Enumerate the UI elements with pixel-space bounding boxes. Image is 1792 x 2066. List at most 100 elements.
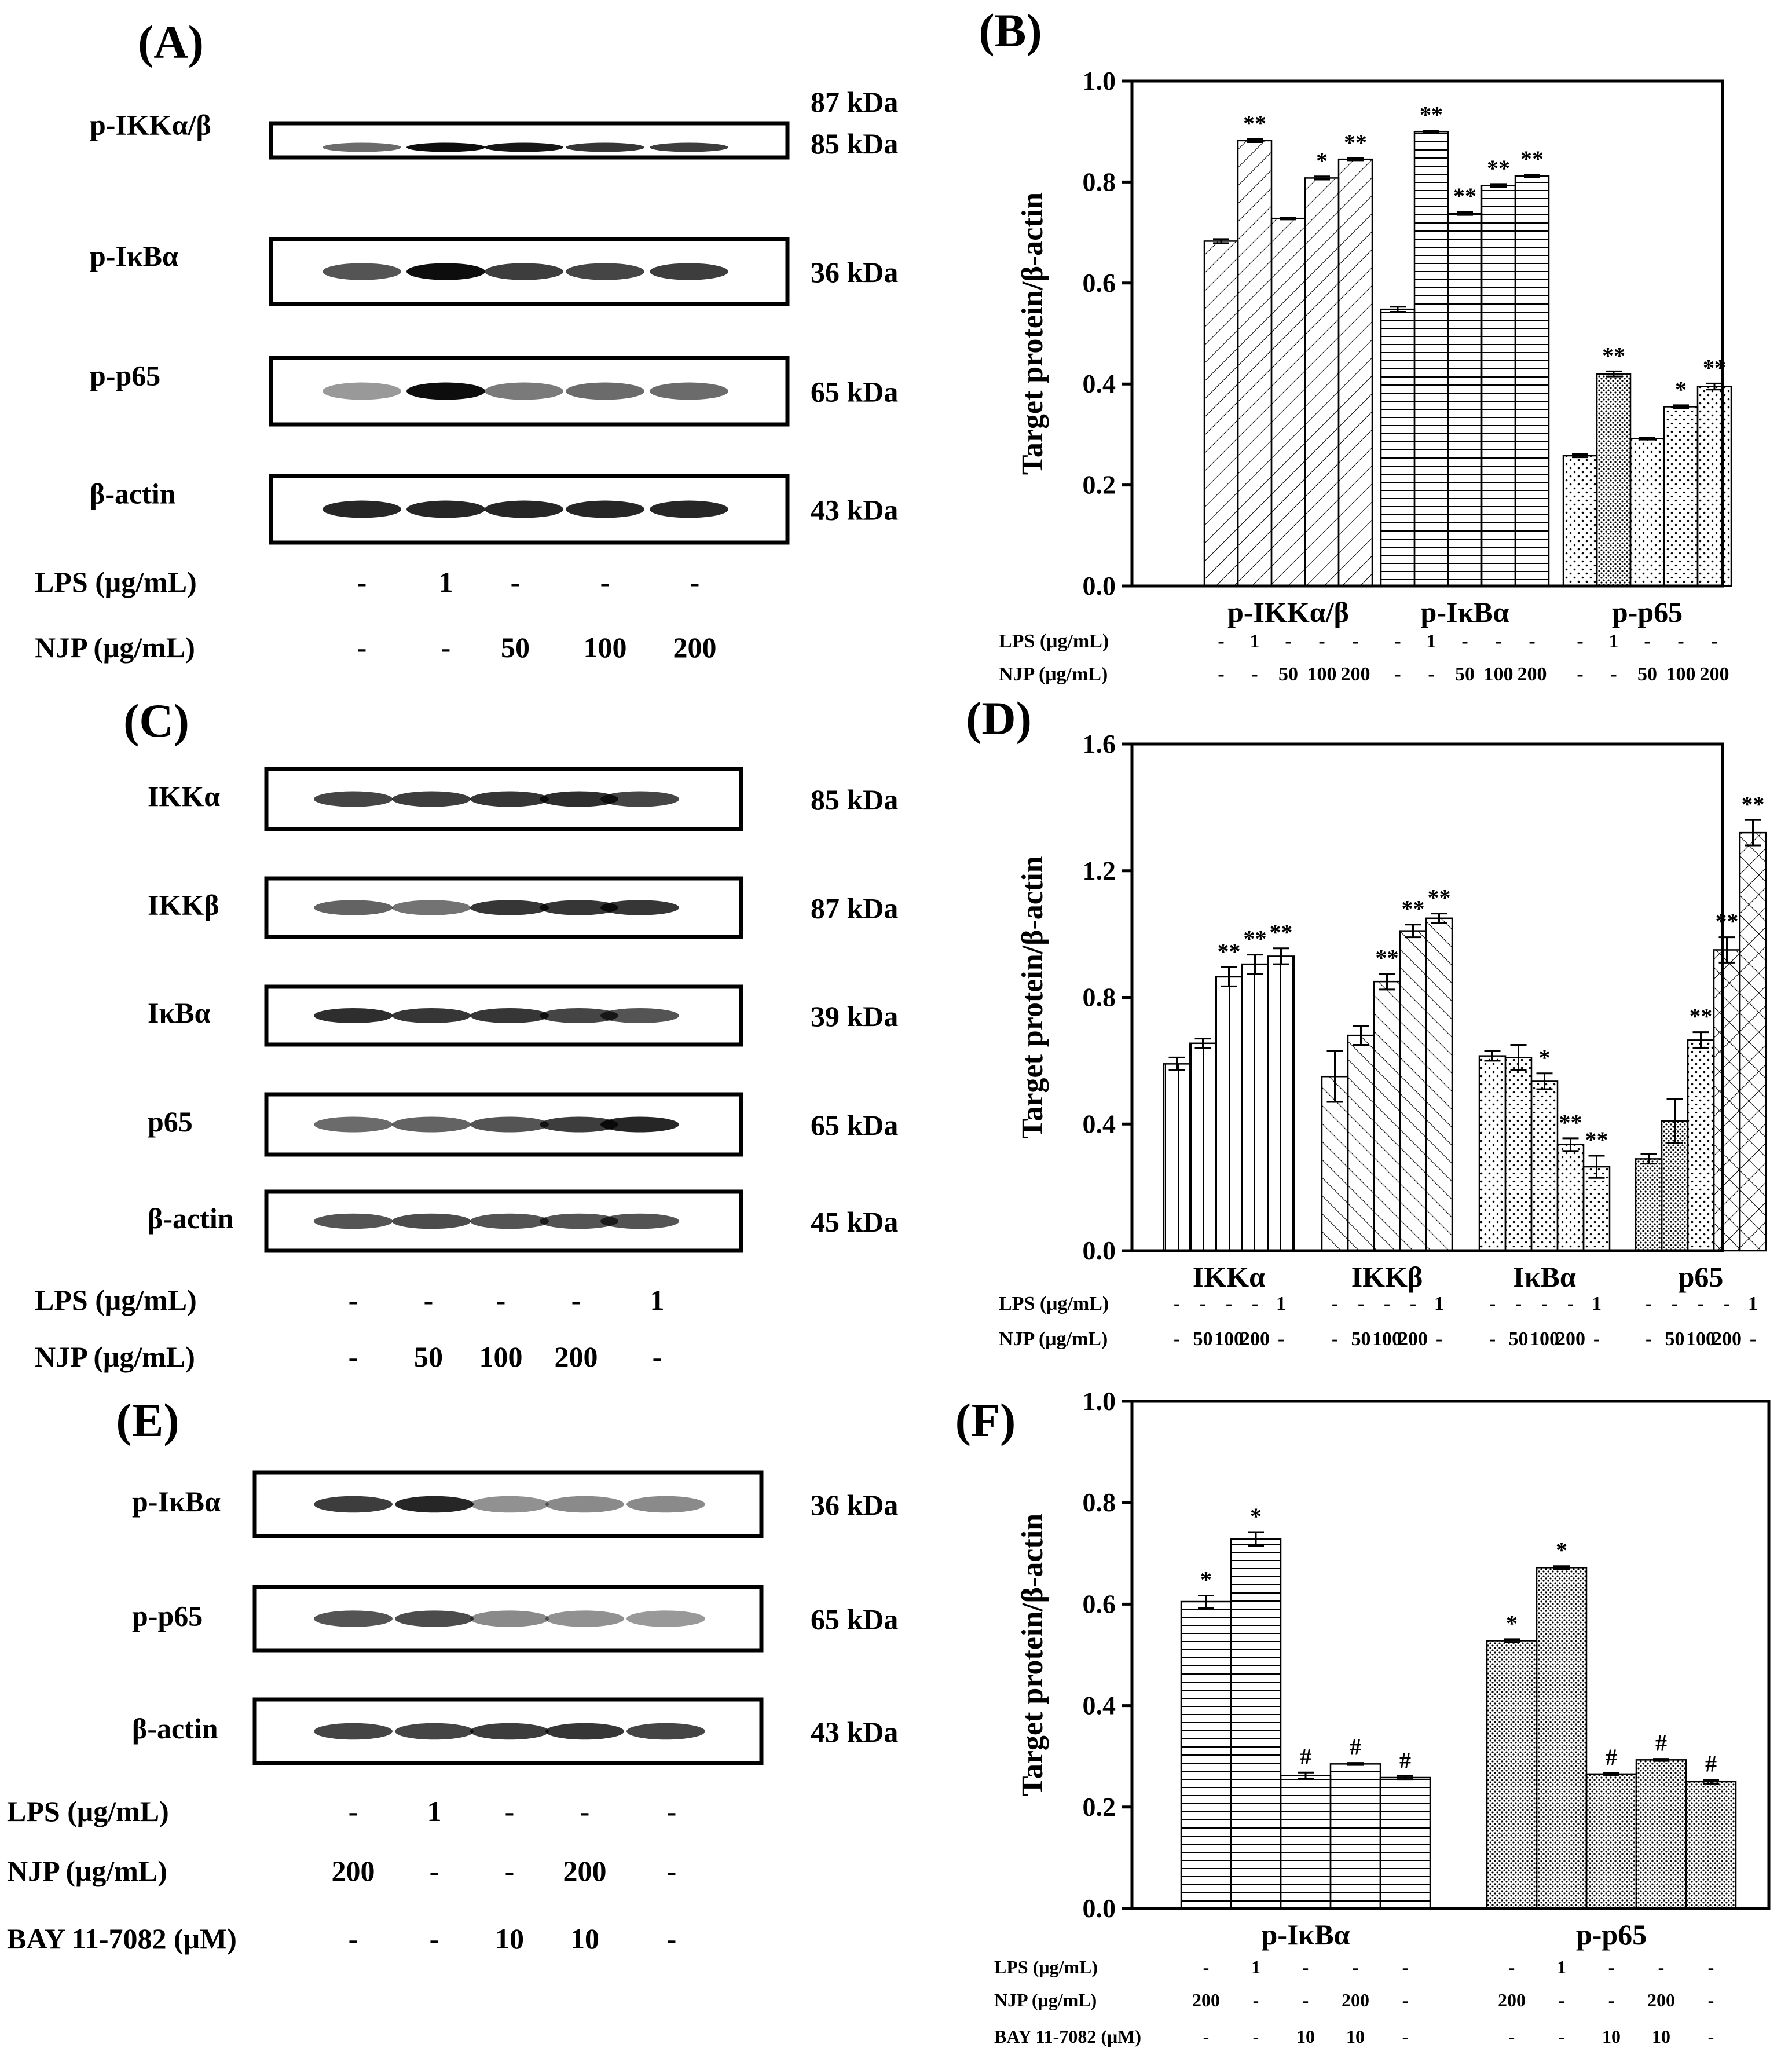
protein-band: [485, 142, 563, 152]
significance-mark: **: [1420, 101, 1443, 127]
y-tick-label: 0.8: [1083, 983, 1116, 1012]
group-label: p-IKKα/β: [1227, 596, 1349, 628]
condition-value: -: [1567, 1293, 1574, 1314]
condition-value: -: [1218, 631, 1224, 652]
condition-value: 1: [439, 566, 453, 598]
protein-band: [392, 900, 471, 915]
condition-value: -: [1428, 664, 1434, 685]
condition-value: -: [1394, 631, 1401, 652]
protein-band: [545, 1723, 624, 1740]
y-tick-label: 0.2: [1083, 470, 1116, 500]
protein-band: [323, 382, 401, 400]
bar: [1739, 831, 1767, 1252]
protein-band: [470, 1610, 549, 1627]
condition-value: 200: [555, 1340, 598, 1373]
y-tick-label: 0.8: [1083, 167, 1116, 196]
condition-label: NJP (μg/mL): [999, 664, 1108, 685]
condition-value: -: [1644, 631, 1650, 652]
condition-value: -: [1489, 1293, 1496, 1314]
y-tick-label: 0.4: [1083, 1691, 1116, 1720]
protein-band: [540, 791, 618, 807]
significance-mark: **: [1376, 944, 1399, 970]
condition-value: 1: [427, 1795, 442, 1827]
western-blot-panels: (A) p-IKKα/β 87 kDa 85 kDa p-IκBα 36 kDa p-p65…: [7, 16, 898, 1955]
condition-value: -: [1724, 1293, 1730, 1314]
condition-value: -: [1658, 1957, 1665, 1977]
condition-value: -: [1677, 631, 1684, 652]
condition-value: 200: [563, 1855, 607, 1887]
y-tick-label: 0.6: [1083, 268, 1116, 298]
significance-mark: **: [1716, 909, 1739, 935]
condition-value: 1: [1251, 1957, 1260, 1977]
condition-value: -: [357, 631, 367, 664]
significance-mark: **: [1703, 354, 1726, 380]
condition-value: 1: [1557, 1957, 1566, 1977]
y-tick-label: 1.0: [1083, 1386, 1116, 1416]
condition-value: 200: [1342, 1990, 1369, 2010]
condition-value: -: [511, 566, 521, 598]
group-label: IκBα: [1513, 1261, 1576, 1293]
kda-label: 65 kDa: [811, 1109, 898, 1141]
condition-value: -: [357, 566, 367, 598]
chart-d: (D) 0.0 0.4 0.8 1.2 1.6 Target protein/β-actin…: [966, 692, 1767, 1350]
condition-value: 200: [1647, 1990, 1675, 2010]
condition-value: 100: [479, 1340, 523, 1373]
group-label: IKKβ: [1351, 1261, 1423, 1293]
plot-frame: [1130, 1400, 1771, 1910]
protein-label-3: β-actin: [90, 478, 176, 510]
condition-label: LPS (μg/mL): [35, 566, 197, 598]
bar: [1685, 1781, 1737, 1910]
condition-value: -: [1353, 1957, 1359, 1977]
protein-band: [314, 1116, 393, 1133]
bar-chart-panels: (B) 0.0 0.2 0.4 0.6 0.8 1.0 Target protein/β-ac…: [955, 4, 1771, 2047]
protein-band: [470, 1008, 549, 1023]
protein-band: [470, 1723, 549, 1740]
bar: [1530, 1080, 1559, 1252]
condition-label: NJP (μg/mL): [999, 1328, 1108, 1350]
significance-mark: **: [1559, 1109, 1582, 1135]
condition-value: 50: [414, 1340, 443, 1373]
condition-value: -: [1559, 2026, 1565, 2047]
protein-label-3: p65: [148, 1105, 193, 1138]
protein-band: [600, 1213, 679, 1229]
protein-band: [314, 900, 393, 915]
protein-band: [540, 1008, 618, 1023]
protein-band: [406, 500, 485, 518]
condition-value: -: [1529, 631, 1535, 652]
condition-value: -: [571, 1284, 581, 1316]
bar: [1373, 980, 1401, 1252]
protein-band: [392, 1008, 471, 1023]
protein-band: [392, 791, 471, 807]
protein-band: [314, 1213, 393, 1229]
protein-band: [540, 1213, 618, 1229]
protein-band: [395, 1610, 474, 1627]
bar: [1696, 386, 1732, 587]
significance-mark: *: [1556, 1537, 1567, 1563]
bar: [1280, 1775, 1332, 1910]
bar: [1329, 1763, 1381, 1910]
condition-value: 200: [1556, 1328, 1585, 1350]
condition-value: -: [1577, 664, 1583, 685]
protein-band: [600, 1008, 679, 1023]
group-label: p-p65: [1612, 596, 1683, 628]
y-tick-label: 0.8: [1083, 1488, 1116, 1517]
protein-band: [314, 791, 393, 807]
condition-value: 200: [1700, 664, 1729, 685]
protein-band: [470, 900, 549, 915]
condition-value: 200: [1240, 1328, 1270, 1350]
protein-band: [323, 263, 401, 280]
significance-mark: #: [1350, 1734, 1361, 1760]
kda-label: 65 kDa: [811, 376, 898, 408]
condition-value: -: [1303, 1957, 1309, 1977]
bar: [1203, 240, 1239, 587]
panel-c: (C) IKKα 85 kDa IKKβ 87 kDa IκBα 39 kDa p65 65 k…: [35, 694, 898, 1373]
condition-value: 200: [1398, 1328, 1428, 1350]
condition-value: -: [1384, 1293, 1390, 1314]
significance-mark: **: [1453, 183, 1476, 209]
condition-value: 100: [1307, 664, 1337, 685]
condition-value: 10: [495, 1922, 524, 1955]
condition-value: -: [1358, 1293, 1364, 1314]
condition-value: -: [1318, 631, 1325, 652]
condition-value: 200: [1498, 1990, 1526, 2010]
condition-value: -: [1708, 2026, 1714, 2047]
